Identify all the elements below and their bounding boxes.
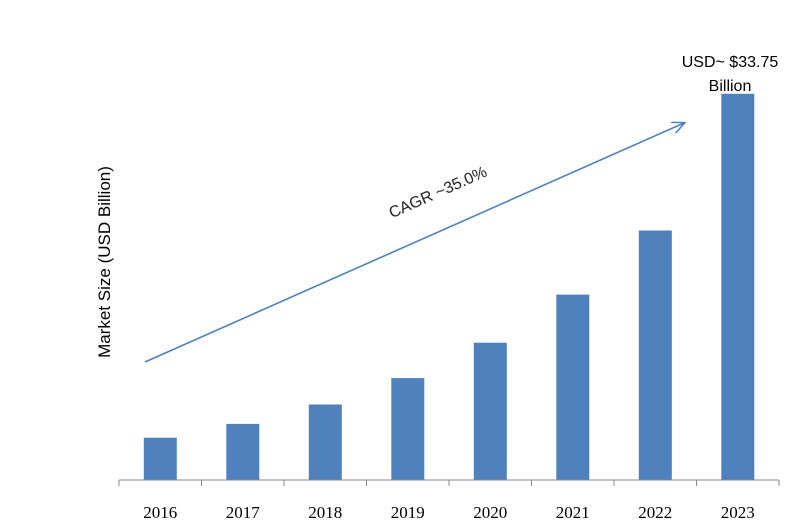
bars-group: [143, 93, 755, 481]
x-tick-label-2022: 2022: [638, 503, 672, 522]
x-tick-label-2021: 2021: [556, 503, 590, 522]
x-tick-label-2020: 2020: [473, 503, 507, 522]
x-tick-label-2016: 2016: [143, 503, 177, 522]
x-tick-label-2019: 2019: [391, 503, 425, 522]
last-bar-value-label-line2: Billion: [709, 78, 752, 95]
y-axis-label: Market Size (USD Billion): [95, 166, 114, 358]
bar-2021: [556, 294, 590, 480]
bar-2016: [143, 437, 177, 480]
x-tick-label-2023: 2023: [721, 503, 755, 522]
bar-2018: [308, 404, 342, 480]
bar-2020: [473, 342, 507, 480]
last-bar-value-label-line1: USD~ $33.75: [682, 54, 779, 71]
bar-2023: [721, 93, 755, 481]
cagr-label: CAGR ~35.0%: [387, 164, 490, 222]
x-tick-label-2018: 2018: [308, 503, 342, 522]
bar-2017: [226, 423, 260, 480]
bar-2022: [638, 230, 672, 480]
x-axis: 2016 2017 2018 2019 2020 2021 2022 2023: [118, 479, 780, 522]
x-tick-label-2017: 2017: [226, 503, 261, 522]
cagr-arrow: [144, 123, 684, 363]
bar-2019: [391, 378, 425, 480]
